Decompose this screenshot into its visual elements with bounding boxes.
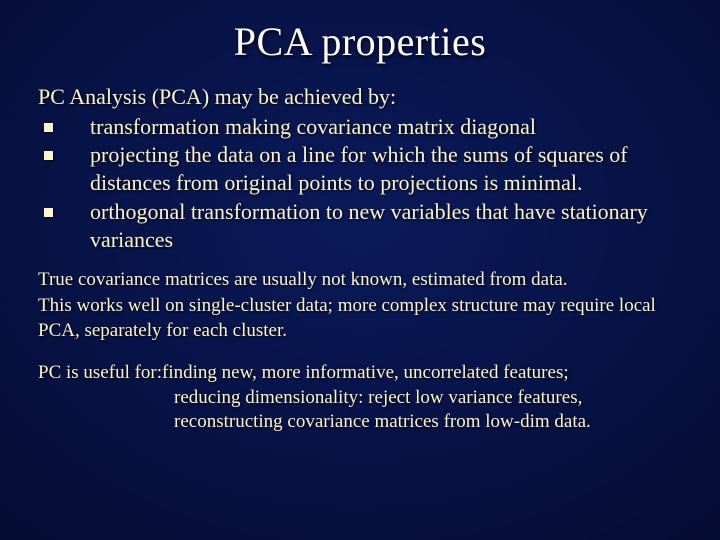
uses-item: finding new, more informative, uncorrela… (162, 361, 569, 386)
uses-item: reconstructing covariance matrices from … (38, 410, 682, 435)
paragraph: True covariance matrices are usually not… (38, 268, 682, 292)
bullet-item: projecting the data on a line for which … (38, 141, 682, 197)
lead-line: PC Analysis (PCA) may be achieved by: (38, 83, 682, 111)
bullet-text: transformation making covariance matrix … (90, 113, 682, 141)
slide-title: PCA properties (38, 18, 682, 65)
uses-row: PC is useful for: finding new, more info… (38, 361, 682, 386)
uses-block: PC is useful for: finding new, more info… (38, 361, 682, 435)
uses-item: reducing dimensionality: reject low vari… (38, 386, 682, 411)
uses-lead: PC is useful for: (38, 361, 162, 386)
paragraph-block: True covariance matrices are usually not… (38, 268, 682, 343)
square-bullet-icon (38, 141, 90, 160)
bullet-text: orthogonal transformation to new variabl… (90, 198, 682, 254)
bullet-item: orthogonal transformation to new variabl… (38, 198, 682, 254)
square-bullet-icon (38, 198, 90, 217)
paragraph: This works well on single-cluster data; … (38, 294, 682, 343)
square-bullet-icon (38, 113, 90, 132)
bullet-item: transformation making covariance matrix … (38, 113, 682, 141)
bullet-text: projecting the data on a line for which … (90, 141, 682, 197)
bullet-list: transformation making covariance matrix … (38, 113, 682, 254)
slide: PCA properties PC Analysis (PCA) may be … (0, 0, 720, 540)
